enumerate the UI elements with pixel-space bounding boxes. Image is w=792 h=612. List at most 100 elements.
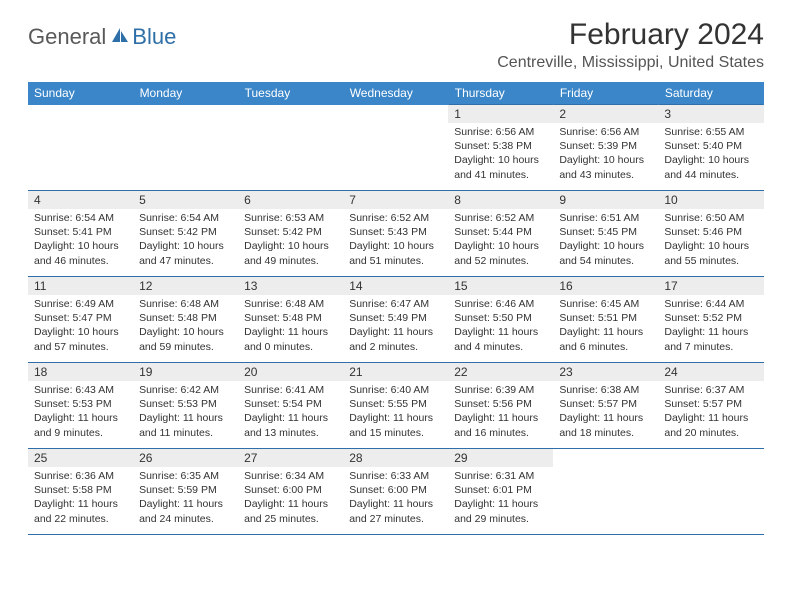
day-line: and 54 minutes. — [559, 254, 652, 268]
calendar-cell: 15Sunrise: 6:46 AMSunset: 5:50 PMDayligh… — [448, 277, 553, 363]
day-line: Sunset: 5:46 PM — [664, 225, 757, 239]
day-number: 4 — [28, 191, 133, 209]
calendar-row: 4Sunrise: 6:54 AMSunset: 5:41 PMDaylight… — [28, 191, 764, 277]
day-line: Daylight: 11 hours — [34, 411, 127, 425]
day-body: Sunrise: 6:48 AMSunset: 5:48 PMDaylight:… — [133, 295, 238, 358]
calendar-cell: 9Sunrise: 6:51 AMSunset: 5:45 PMDaylight… — [553, 191, 658, 277]
day-line: and 11 minutes. — [139, 426, 232, 440]
day-line: Daylight: 10 hours — [349, 239, 442, 253]
day-line: Sunset: 6:00 PM — [349, 483, 442, 497]
day-line: and 2 minutes. — [349, 340, 442, 354]
calendar-cell — [343, 105, 448, 191]
day-header: Monday — [133, 82, 238, 105]
day-line: Daylight: 10 hours — [139, 325, 232, 339]
day-line: Daylight: 11 hours — [139, 497, 232, 511]
day-line: and 55 minutes. — [664, 254, 757, 268]
day-line: Sunset: 6:01 PM — [454, 483, 547, 497]
day-line: Daylight: 10 hours — [664, 239, 757, 253]
day-line: Sunrise: 6:35 AM — [139, 469, 232, 483]
day-number: 19 — [133, 363, 238, 381]
day-line: Daylight: 11 hours — [664, 411, 757, 425]
day-line: Sunrise: 6:36 AM — [34, 469, 127, 483]
day-line: and 7 minutes. — [664, 340, 757, 354]
day-line: Sunrise: 6:53 AM — [244, 211, 337, 225]
day-line: Sunrise: 6:56 AM — [559, 125, 652, 139]
day-number: 25 — [28, 449, 133, 467]
day-line: and 16 minutes. — [454, 426, 547, 440]
day-body: Sunrise: 6:52 AMSunset: 5:43 PMDaylight:… — [343, 209, 448, 272]
calendar-cell — [658, 449, 763, 535]
day-line: Sunrise: 6:43 AM — [34, 383, 127, 397]
day-line: and 24 minutes. — [139, 512, 232, 526]
day-number: 18 — [28, 363, 133, 381]
day-line: and 44 minutes. — [664, 168, 757, 182]
day-line: Sunset: 5:57 PM — [559, 397, 652, 411]
calendar-cell: 3Sunrise: 6:55 AMSunset: 5:40 PMDaylight… — [658, 105, 763, 191]
day-line: and 9 minutes. — [34, 426, 127, 440]
day-line: Sunrise: 6:47 AM — [349, 297, 442, 311]
calendar-cell — [28, 105, 133, 191]
day-line: Sunrise: 6:39 AM — [454, 383, 547, 397]
day-line: Sunset: 5:53 PM — [139, 397, 232, 411]
calendar-cell: 18Sunrise: 6:43 AMSunset: 5:53 PMDayligh… — [28, 363, 133, 449]
day-body: Sunrise: 6:43 AMSunset: 5:53 PMDaylight:… — [28, 381, 133, 444]
day-line: Daylight: 11 hours — [349, 325, 442, 339]
calendar-cell: 7Sunrise: 6:52 AMSunset: 5:43 PMDaylight… — [343, 191, 448, 277]
day-line: and 15 minutes. — [349, 426, 442, 440]
day-body: Sunrise: 6:53 AMSunset: 5:42 PMDaylight:… — [238, 209, 343, 272]
day-body: Sunrise: 6:55 AMSunset: 5:40 PMDaylight:… — [658, 123, 763, 186]
day-line: Sunrise: 6:40 AM — [349, 383, 442, 397]
day-line: and 47 minutes. — [139, 254, 232, 268]
day-body: Sunrise: 6:51 AMSunset: 5:45 PMDaylight:… — [553, 209, 658, 272]
day-number: 11 — [28, 277, 133, 295]
day-line: Sunset: 5:43 PM — [349, 225, 442, 239]
location: Centreville, Mississippi, United States — [497, 54, 764, 72]
day-line: Daylight: 11 hours — [559, 325, 652, 339]
day-body: Sunrise: 6:50 AMSunset: 5:46 PMDaylight:… — [658, 209, 763, 272]
calendar-cell: 6Sunrise: 6:53 AMSunset: 5:42 PMDaylight… — [238, 191, 343, 277]
day-body: Sunrise: 6:31 AMSunset: 6:01 PMDaylight:… — [448, 467, 553, 530]
day-number: 13 — [238, 277, 343, 295]
day-number: 8 — [448, 191, 553, 209]
day-line: Daylight: 11 hours — [664, 325, 757, 339]
day-number: 9 — [553, 191, 658, 209]
day-line: Sunset: 5:56 PM — [454, 397, 547, 411]
calendar-cell: 2Sunrise: 6:56 AMSunset: 5:39 PMDaylight… — [553, 105, 658, 191]
day-line: Daylight: 10 hours — [559, 153, 652, 167]
day-line: and 52 minutes. — [454, 254, 547, 268]
calendar-cell: 5Sunrise: 6:54 AMSunset: 5:42 PMDaylight… — [133, 191, 238, 277]
logo-text-general: General — [28, 24, 106, 50]
day-line: Sunrise: 6:44 AM — [664, 297, 757, 311]
day-line: Daylight: 10 hours — [664, 153, 757, 167]
day-line: Sunrise: 6:37 AM — [664, 383, 757, 397]
day-line: and 41 minutes. — [454, 168, 547, 182]
day-number: 12 — [133, 277, 238, 295]
day-line: Sunset: 5:50 PM — [454, 311, 547, 325]
calendar-cell: 1Sunrise: 6:56 AMSunset: 5:38 PMDaylight… — [448, 105, 553, 191]
day-line: Sunrise: 6:42 AM — [139, 383, 232, 397]
day-line: Daylight: 11 hours — [244, 325, 337, 339]
day-line: Sunset: 5:40 PM — [664, 139, 757, 153]
day-number: 20 — [238, 363, 343, 381]
calendar-table: Sunday Monday Tuesday Wednesday Thursday… — [28, 82, 764, 535]
day-line: Sunrise: 6:46 AM — [454, 297, 547, 311]
day-line: and 59 minutes. — [139, 340, 232, 354]
day-body: Sunrise: 6:39 AMSunset: 5:56 PMDaylight:… — [448, 381, 553, 444]
day-line: and 4 minutes. — [454, 340, 547, 354]
day-line: Daylight: 10 hours — [34, 239, 127, 253]
day-line: Daylight: 11 hours — [454, 411, 547, 425]
day-line: Sunset: 5:58 PM — [34, 483, 127, 497]
calendar-cell: 20Sunrise: 6:41 AMSunset: 5:54 PMDayligh… — [238, 363, 343, 449]
day-line: and 46 minutes. — [34, 254, 127, 268]
day-number: 6 — [238, 191, 343, 209]
day-line: Sunrise: 6:31 AM — [454, 469, 547, 483]
day-line: Sunset: 5:38 PM — [454, 139, 547, 153]
day-line: Daylight: 11 hours — [244, 497, 337, 511]
day-body: Sunrise: 6:56 AMSunset: 5:39 PMDaylight:… — [553, 123, 658, 186]
day-line: and 29 minutes. — [454, 512, 547, 526]
day-line: Sunrise: 6:52 AM — [454, 211, 547, 225]
day-number: 24 — [658, 363, 763, 381]
day-line: Daylight: 11 hours — [349, 497, 442, 511]
calendar-row: 25 Sunrise: 6:36 AMSunset: 5:58 PM Dayligh… — [28, 449, 764, 535]
logo-text-blue: Blue — [132, 24, 176, 50]
